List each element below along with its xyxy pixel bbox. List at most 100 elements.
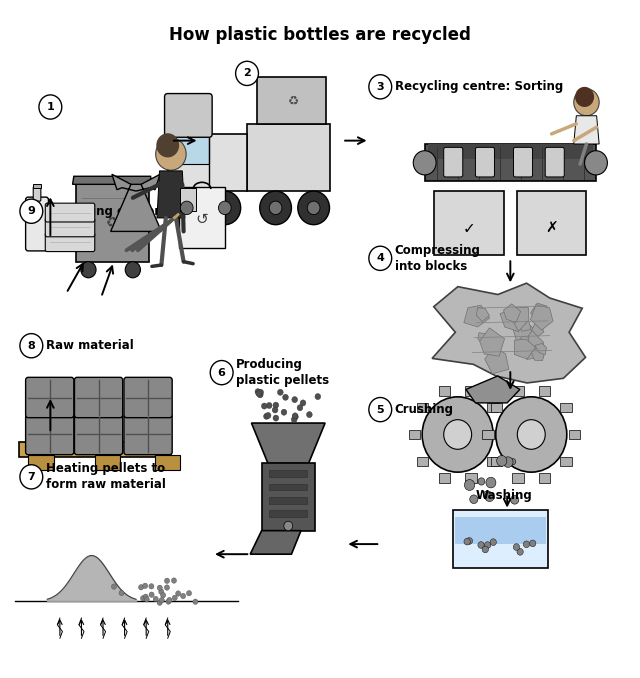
Text: ♻: ♻ — [106, 216, 118, 230]
Circle shape — [156, 138, 186, 170]
FancyBboxPatch shape — [417, 457, 429, 466]
Circle shape — [369, 397, 392, 422]
FancyBboxPatch shape — [487, 457, 499, 466]
Text: Producing
plastic pellets: Producing plastic pellets — [236, 358, 330, 387]
Circle shape — [444, 420, 472, 450]
FancyBboxPatch shape — [483, 430, 494, 439]
FancyBboxPatch shape — [26, 414, 74, 455]
Polygon shape — [478, 333, 486, 343]
Polygon shape — [111, 174, 161, 231]
Circle shape — [141, 595, 145, 601]
Text: ↺: ↺ — [196, 212, 209, 227]
Circle shape — [193, 599, 198, 604]
Polygon shape — [513, 320, 536, 346]
Circle shape — [292, 413, 298, 419]
FancyBboxPatch shape — [438, 473, 450, 483]
Text: Washing: Washing — [476, 490, 532, 502]
FancyBboxPatch shape — [569, 430, 580, 439]
FancyBboxPatch shape — [269, 470, 307, 477]
Circle shape — [315, 393, 321, 399]
Circle shape — [264, 414, 269, 420]
Circle shape — [517, 549, 524, 555]
FancyBboxPatch shape — [512, 473, 524, 483]
Circle shape — [180, 593, 186, 599]
Circle shape — [496, 397, 567, 472]
Circle shape — [478, 542, 484, 549]
FancyBboxPatch shape — [512, 386, 524, 396]
Polygon shape — [523, 331, 544, 359]
Circle shape — [503, 457, 513, 467]
FancyBboxPatch shape — [45, 218, 95, 237]
Circle shape — [483, 491, 491, 499]
Circle shape — [20, 199, 43, 223]
FancyBboxPatch shape — [74, 414, 123, 455]
Circle shape — [307, 412, 312, 418]
Circle shape — [175, 591, 180, 596]
FancyBboxPatch shape — [19, 442, 171, 457]
Text: Crushing: Crushing — [395, 403, 454, 416]
Circle shape — [171, 191, 203, 224]
Polygon shape — [519, 336, 529, 347]
Circle shape — [297, 405, 303, 411]
FancyBboxPatch shape — [561, 403, 572, 412]
Circle shape — [167, 597, 172, 603]
Polygon shape — [515, 339, 536, 359]
Circle shape — [298, 191, 330, 224]
Circle shape — [486, 477, 496, 488]
FancyBboxPatch shape — [26, 378, 74, 418]
Text: 3: 3 — [376, 82, 384, 92]
Text: ✓: ✓ — [463, 220, 476, 235]
FancyBboxPatch shape — [409, 430, 420, 439]
Circle shape — [292, 414, 298, 420]
Circle shape — [159, 597, 164, 603]
FancyBboxPatch shape — [155, 456, 180, 470]
FancyBboxPatch shape — [171, 136, 209, 164]
FancyBboxPatch shape — [269, 483, 307, 490]
Circle shape — [517, 420, 545, 450]
Text: 4: 4 — [376, 254, 384, 263]
Polygon shape — [252, 423, 325, 463]
FancyBboxPatch shape — [28, 456, 54, 470]
Circle shape — [164, 585, 170, 591]
Circle shape — [484, 542, 491, 549]
Polygon shape — [532, 323, 544, 337]
Circle shape — [482, 546, 488, 553]
Polygon shape — [500, 309, 523, 332]
Circle shape — [510, 458, 516, 464]
Circle shape — [172, 578, 177, 583]
FancyBboxPatch shape — [269, 511, 307, 517]
Circle shape — [273, 402, 278, 408]
FancyBboxPatch shape — [33, 184, 41, 188]
FancyBboxPatch shape — [257, 77, 326, 124]
Circle shape — [281, 410, 287, 415]
Circle shape — [273, 415, 279, 421]
FancyBboxPatch shape — [476, 147, 495, 177]
FancyBboxPatch shape — [561, 457, 572, 466]
Circle shape — [464, 538, 470, 545]
Circle shape — [255, 388, 260, 395]
Circle shape — [524, 541, 530, 548]
FancyBboxPatch shape — [95, 456, 120, 470]
Text: 1: 1 — [47, 102, 54, 112]
FancyBboxPatch shape — [491, 457, 502, 466]
FancyBboxPatch shape — [428, 144, 593, 159]
Text: Recycling centre: Sorting: Recycling centre: Sorting — [395, 80, 563, 94]
Circle shape — [159, 589, 164, 595]
FancyBboxPatch shape — [179, 187, 225, 248]
Circle shape — [413, 151, 436, 175]
Polygon shape — [511, 307, 529, 331]
Circle shape — [490, 539, 497, 546]
Circle shape — [149, 592, 154, 597]
Circle shape — [125, 262, 140, 278]
Circle shape — [186, 591, 191, 596]
Circle shape — [209, 191, 241, 224]
FancyBboxPatch shape — [262, 463, 315, 531]
Circle shape — [257, 392, 263, 398]
FancyBboxPatch shape — [33, 186, 41, 201]
Text: 5: 5 — [376, 405, 384, 415]
Polygon shape — [531, 346, 545, 361]
Circle shape — [529, 540, 536, 546]
Circle shape — [149, 584, 154, 589]
Circle shape — [256, 391, 262, 397]
Circle shape — [111, 584, 116, 589]
